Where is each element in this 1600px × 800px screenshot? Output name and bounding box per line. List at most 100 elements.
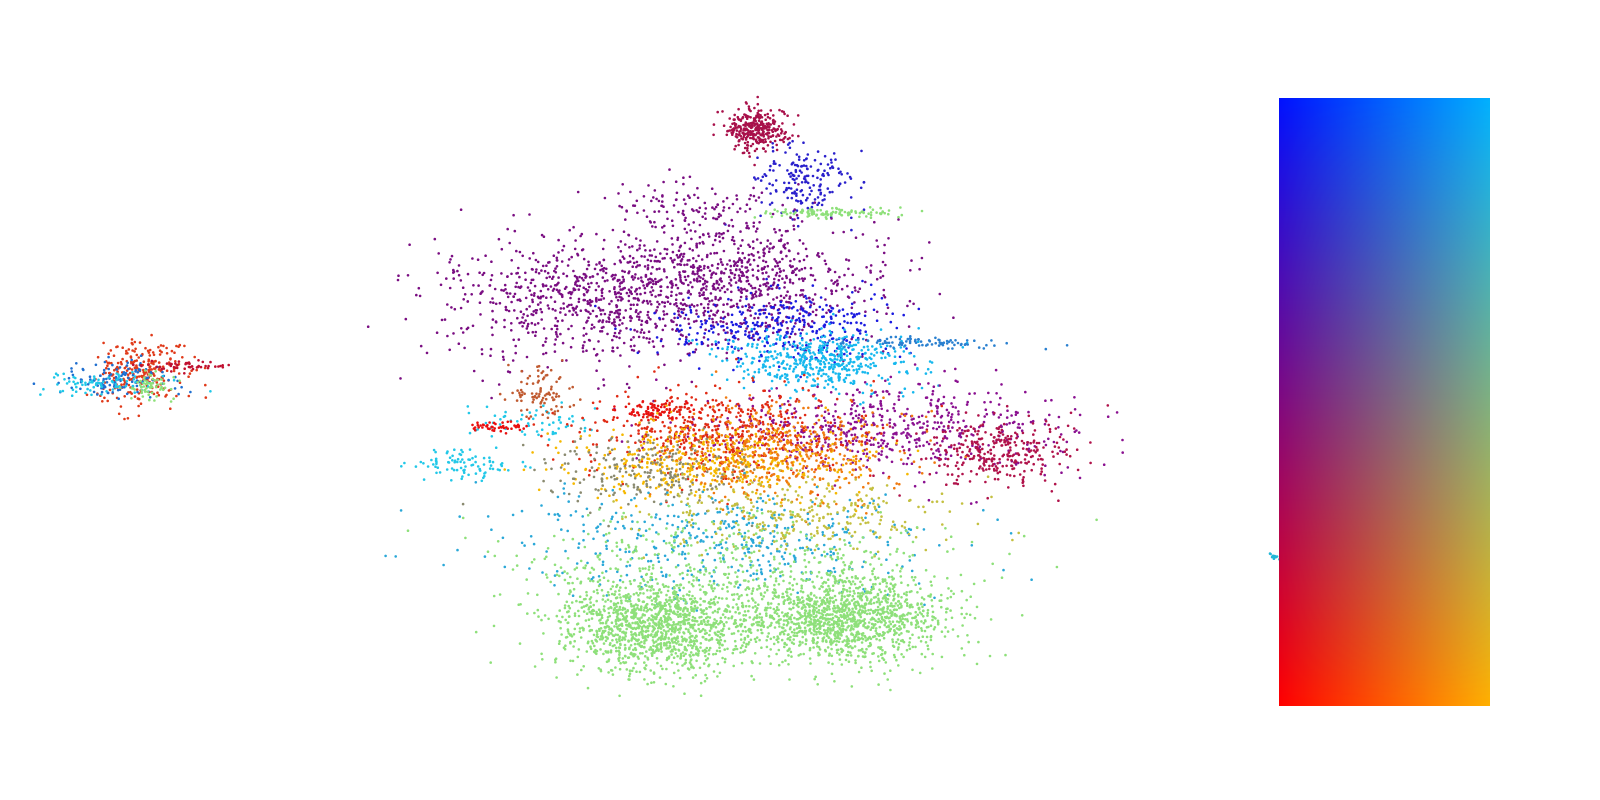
data-point <box>770 355 774 358</box>
data-point <box>555 288 559 292</box>
data-point <box>961 463 964 467</box>
data-point <box>615 315 619 319</box>
data-point <box>687 339 691 343</box>
data-point <box>153 374 156 377</box>
data-point <box>459 460 462 464</box>
data-point <box>190 365 194 368</box>
data-point <box>677 210 680 214</box>
data-point <box>694 398 698 401</box>
data-point <box>746 344 749 347</box>
data-point <box>845 343 848 346</box>
data-point <box>884 347 888 351</box>
data-point <box>62 372 65 376</box>
data-point <box>698 294 702 298</box>
data-point <box>741 429 745 433</box>
data-point <box>551 289 555 292</box>
data-point <box>135 364 138 367</box>
data-point <box>636 248 639 252</box>
data-point <box>143 388 147 392</box>
data-point <box>745 102 748 105</box>
data-point <box>728 450 732 454</box>
data-point <box>673 265 676 269</box>
data-point <box>1044 419 1048 423</box>
data-point <box>682 282 685 285</box>
data-point <box>176 363 179 367</box>
data-point <box>655 437 659 441</box>
data-point <box>791 269 795 273</box>
data-point <box>823 335 827 338</box>
data-point <box>654 277 657 281</box>
data-point <box>157 368 161 371</box>
data-point <box>537 296 541 300</box>
data-point <box>590 300 594 303</box>
data-point <box>209 390 212 393</box>
data-point <box>519 285 523 288</box>
data-point <box>775 356 778 360</box>
data-point <box>716 416 719 419</box>
data-point <box>639 310 642 314</box>
data-point <box>151 381 154 385</box>
data-point <box>1013 474 1016 478</box>
data-point <box>770 287 774 291</box>
data-point <box>761 340 764 343</box>
data-point <box>777 328 780 332</box>
data-point <box>148 396 152 399</box>
data-point <box>739 357 743 361</box>
data-point <box>931 389 935 393</box>
data-point <box>860 440 864 443</box>
data-point <box>772 298 775 301</box>
data-point <box>767 312 771 316</box>
data-point <box>674 278 678 281</box>
data-point <box>746 325 750 328</box>
data-point <box>678 271 681 274</box>
data-point <box>791 281 795 285</box>
data-point <box>676 236 680 240</box>
data-point <box>761 366 765 369</box>
data-point <box>129 371 132 375</box>
data-point <box>886 306 890 310</box>
data-point <box>735 132 738 136</box>
data-point <box>754 332 758 335</box>
data-point <box>692 263 695 267</box>
data-point <box>637 429 640 432</box>
data-point <box>448 456 452 460</box>
data-point <box>696 196 700 200</box>
data-point <box>825 320 828 324</box>
data-point <box>680 307 683 311</box>
data-point <box>500 462 504 465</box>
data-point <box>703 212 707 215</box>
data-point <box>741 239 744 242</box>
data-point <box>823 410 827 414</box>
data-point <box>1041 458 1044 461</box>
data-point <box>930 361 934 364</box>
data-point <box>765 328 769 332</box>
data-point <box>503 283 507 287</box>
data-point <box>705 319 708 323</box>
data-point <box>827 270 830 273</box>
data-point <box>714 295 717 299</box>
data-point <box>154 385 158 389</box>
data-point <box>679 276 682 279</box>
data-point <box>827 428 830 431</box>
data-point <box>731 323 735 327</box>
data-point <box>810 189 813 193</box>
data-point <box>636 303 639 307</box>
data-point <box>832 152 836 155</box>
data-point <box>601 349 605 352</box>
data-point <box>643 255 646 258</box>
data-point <box>516 316 519 320</box>
data-point <box>457 273 461 277</box>
data-point <box>823 259 827 263</box>
data-point <box>462 471 466 475</box>
data-point <box>544 284 548 288</box>
data-point <box>471 456 474 460</box>
data-point <box>590 323 594 327</box>
data-point <box>702 311 705 315</box>
data-point <box>837 345 841 348</box>
data-point <box>760 409 763 413</box>
data-point <box>816 414 819 417</box>
data-point <box>792 123 796 126</box>
data-point <box>838 275 841 279</box>
data-point <box>733 263 737 266</box>
data-point <box>124 371 128 375</box>
